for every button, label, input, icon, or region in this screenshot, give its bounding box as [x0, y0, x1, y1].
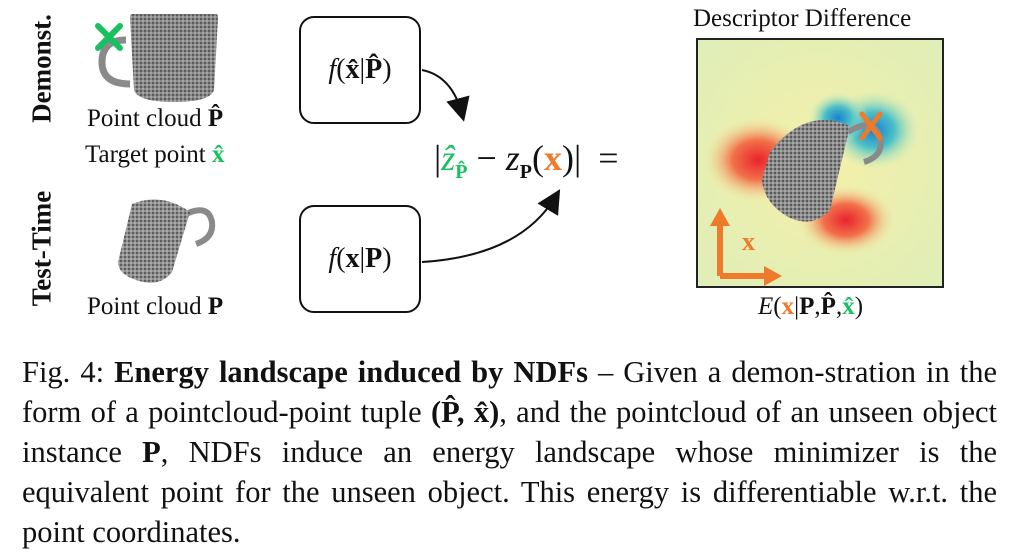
- test-to-equation-arrow: [421, 189, 561, 263]
- coordinate-axes-icon: [710, 208, 782, 286]
- flow-arrows: [421, 69, 561, 263]
- test-mug-pointcloud: [118, 199, 216, 283]
- caption-body-3: , NDFs induce an energy landscape whose …: [22, 435, 997, 549]
- demo-to-equation-arrow: [421, 69, 470, 122]
- caption-body-1: – Given a demon-stration in the form of …: [22, 355, 997, 429]
- demo-descriptor-function-box: f(x̂|P̂): [299, 16, 421, 124]
- figure-diagram: Demonst. Test-Time Point cloud P̂ Target…: [27, 5, 944, 320]
- caption-title: Energy landscape induced by NDFs: [114, 355, 588, 389]
- figure-caption: Fig. 4: Energy landscape induced by NDFs…: [22, 352, 997, 552]
- descriptor-difference-heatmap: x: [696, 38, 944, 288]
- caption-body-2: , and the pointcloud of an unseen object…: [22, 395, 998, 469]
- target-point-marker-icon: [95, 23, 123, 51]
- caption-prefix: Fig. 4:: [22, 355, 105, 389]
- axis-label: x: [742, 227, 755, 256]
- caption-p-symbol: P: [142, 435, 161, 469]
- query-point-marker-icon: [859, 111, 883, 141]
- heatmap-title: Descriptor Difference: [693, 5, 912, 32]
- test-descriptor-function-box: f(x|P): [299, 205, 421, 313]
- test-pointcloud-caption: Point cloud P: [87, 293, 224, 320]
- descriptor-difference-equation: |ẑP̂ − zP(x)| =: [434, 138, 619, 184]
- caption-tuple: (P̂, x̂): [430, 395, 500, 429]
- demo-target-caption: Target point x̂: [85, 141, 225, 168]
- demo-pointcloud-caption: Point cloud P̂: [87, 105, 224, 132]
- energy-label: E(x|P,P̂,x̂): [758, 293, 864, 320]
